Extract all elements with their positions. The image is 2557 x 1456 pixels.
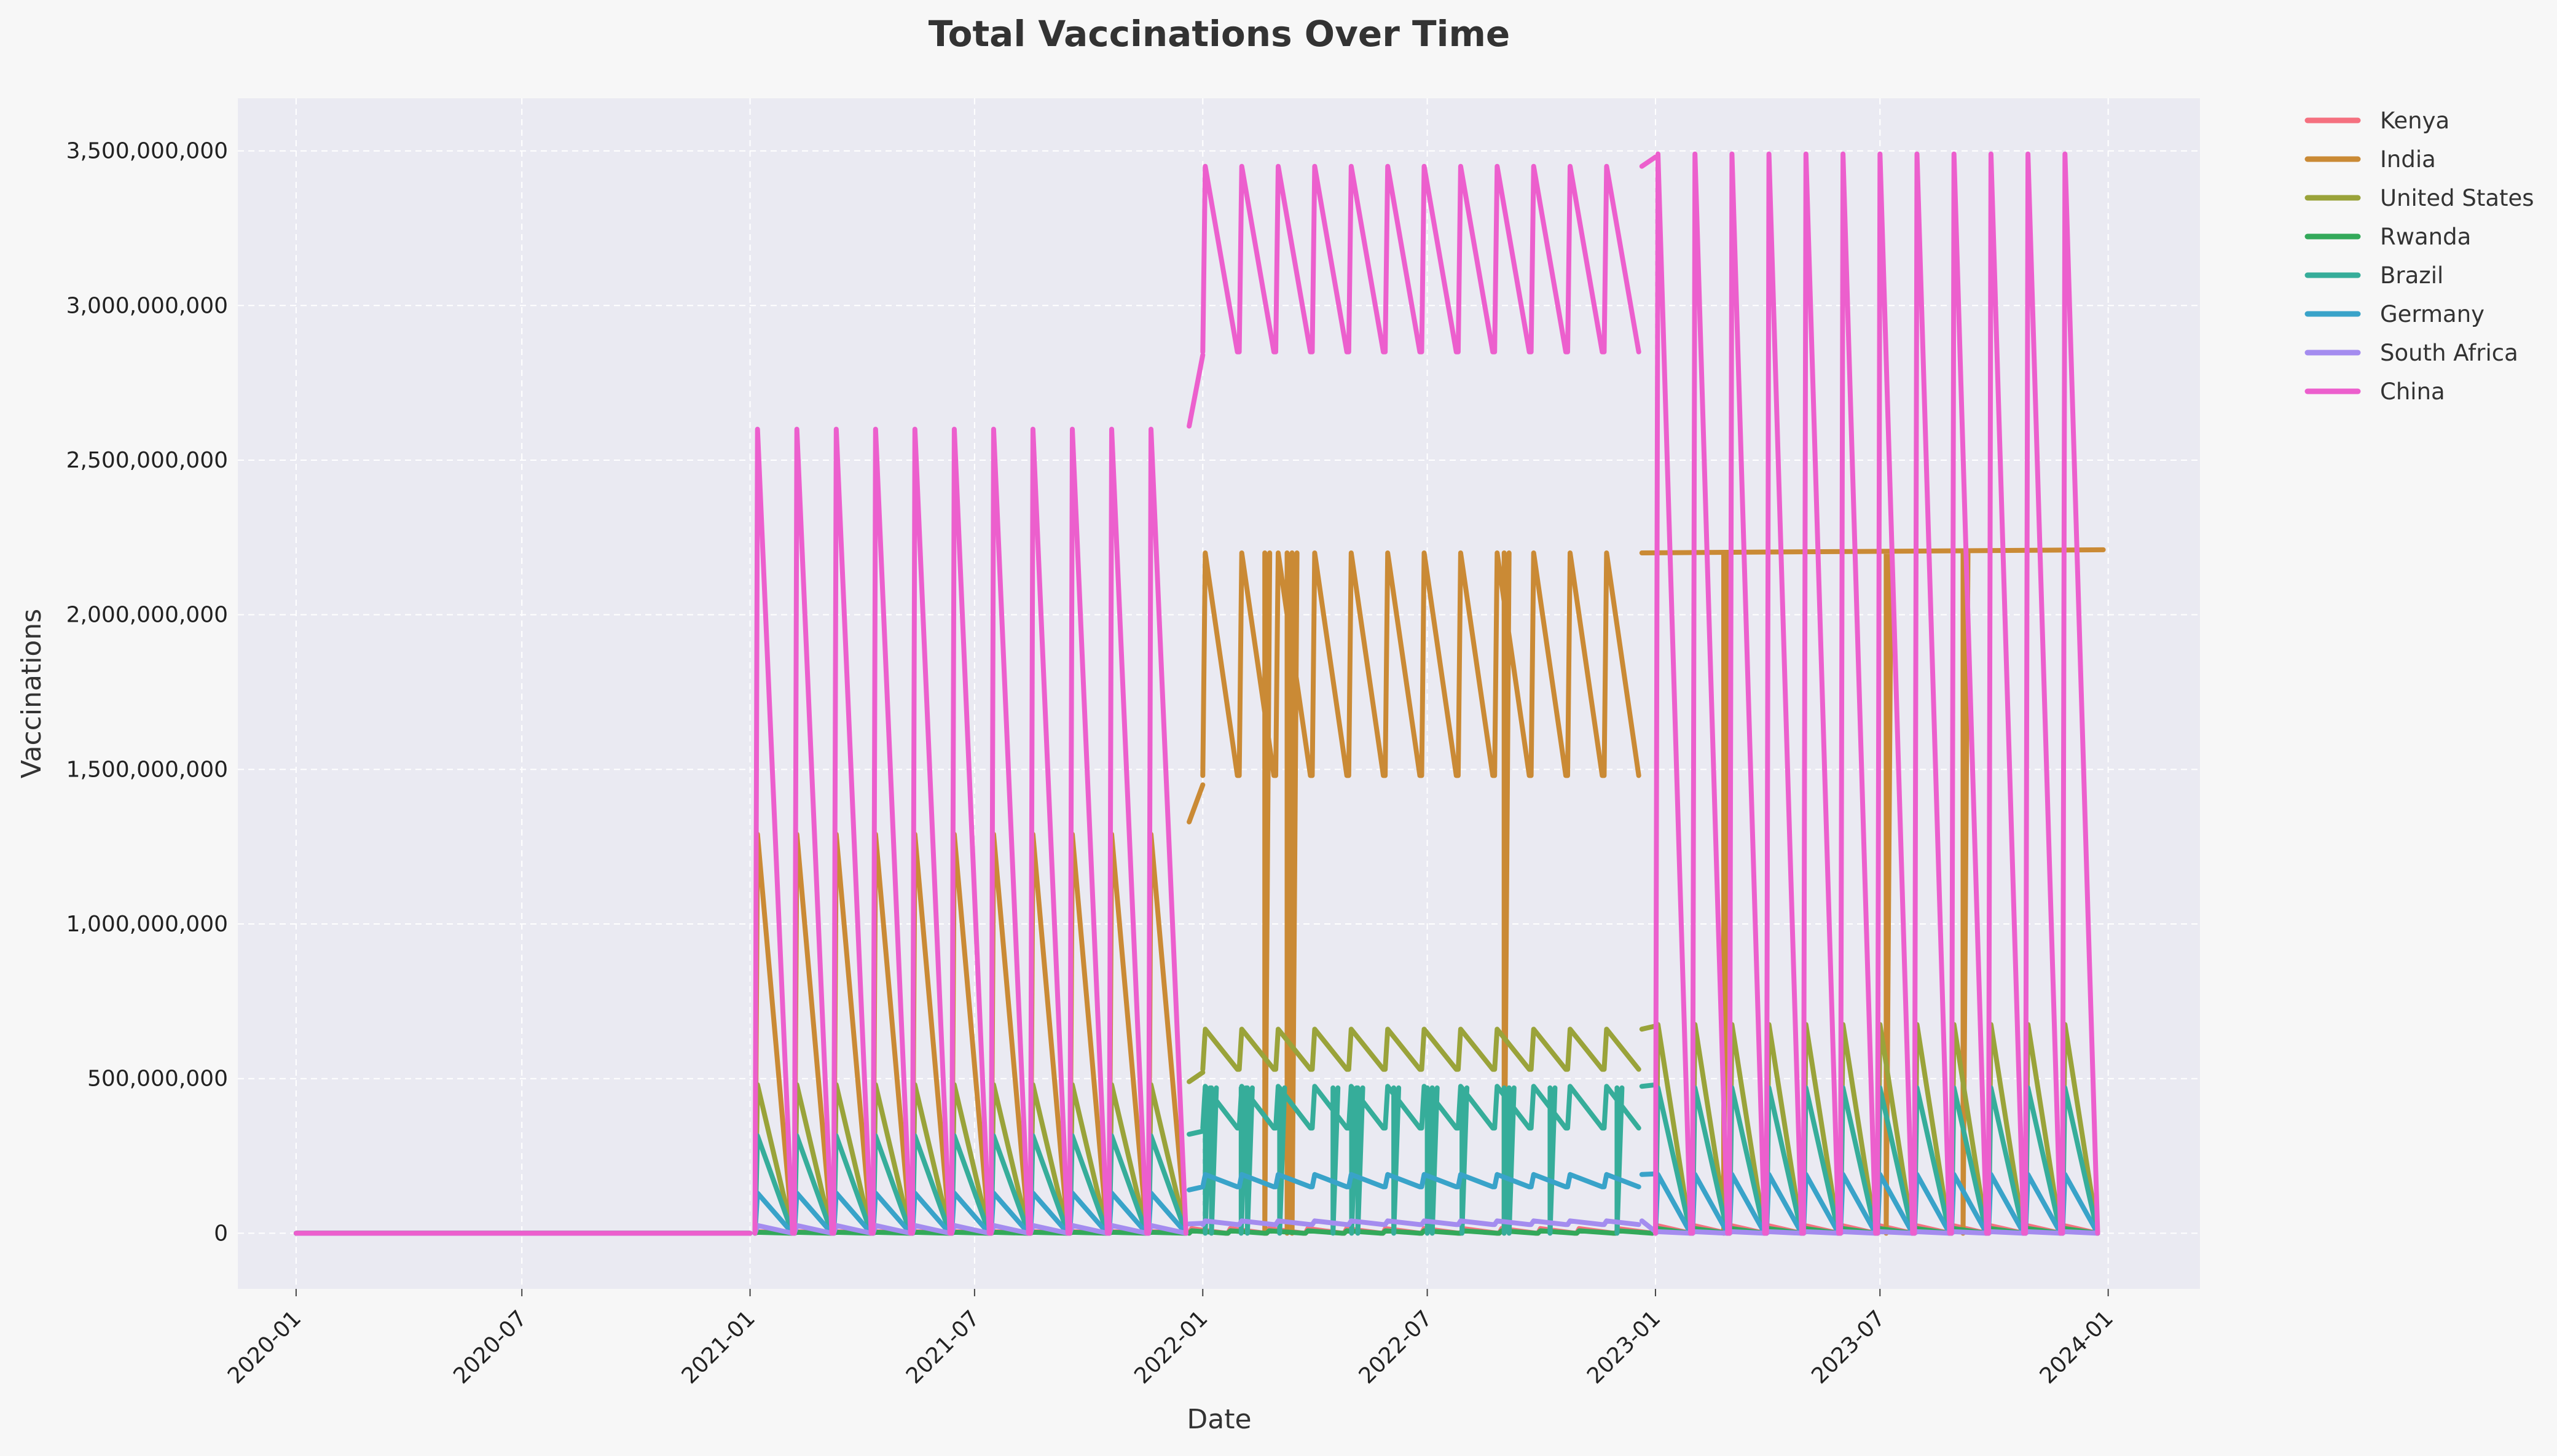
y-tick-label: 3,000,000,000	[66, 293, 228, 318]
legend-entry: United States	[2380, 185, 2534, 211]
x-axis-label: Date	[1187, 1404, 1251, 1435]
y-axis-label: Vaccinations	[16, 609, 47, 778]
legend-entry: India	[2380, 146, 2436, 173]
y-tick-label: 1,500,000,000	[66, 757, 228, 782]
legend: Kenya India United States Rwanda Brazil Germa…	[2304, 108, 2534, 405]
y-tick-label: 2,000,000,000	[66, 603, 228, 628]
legend-entry: Rwanda	[2380, 224, 2471, 250]
legend-entry: South Africa	[2380, 340, 2518, 366]
legend-entry: Germany	[2380, 301, 2484, 327]
y-tick-label: 1,000,000,000	[66, 912, 228, 937]
series-lines	[293, 151, 2106, 1236]
y-tick-label: 2,500,000,000	[66, 448, 228, 473]
legend-entry: Brazil	[2380, 262, 2443, 289]
legend-entry: China	[2380, 378, 2445, 405]
legend-entry: Kenya	[2380, 108, 2449, 134]
y-axis-ticks: 0 500,000,000 1,000,000,000 1,500,000,000 2,…	[66, 139, 228, 1247]
y-tick-label: 3,500,000,000	[66, 139, 228, 164]
series-line-china	[293, 151, 2100, 1236]
y-tick-label: 0	[214, 1221, 228, 1246]
plot-area	[238, 98, 2200, 1289]
chart-title: Total Vaccinations Over Time	[929, 13, 1510, 55]
y-tick-label: 500,000,000	[87, 1067, 228, 1092]
